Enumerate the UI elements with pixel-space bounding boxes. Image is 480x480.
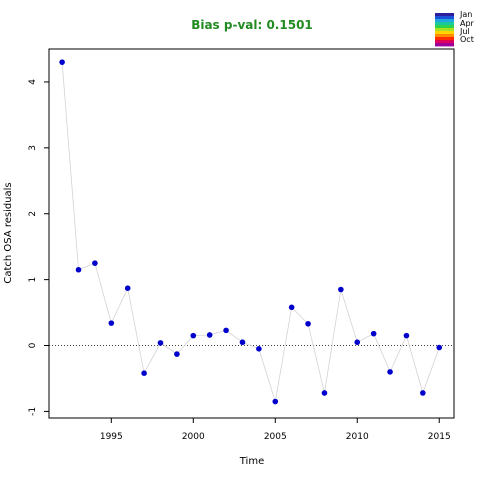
data-point [305, 320, 311, 327]
data-point [59, 59, 65, 65]
legend-label-jan: Jan [459, 10, 472, 19]
y-tick-label: 3 [28, 145, 38, 151]
y-tick-label: 2 [28, 211, 38, 217]
y-tick-label: 1 [28, 277, 38, 283]
legend-color-swatch [435, 19, 454, 23]
data-point [75, 266, 82, 273]
legend-color-swatch [435, 16, 454, 20]
data-point [321, 390, 328, 396]
data-point [354, 339, 361, 346]
legend-label-jul: Jul [459, 27, 470, 36]
legend-color-swatch [435, 37, 454, 41]
data-point [338, 286, 344, 293]
data-point [387, 369, 393, 375]
data-point [124, 285, 131, 291]
data-point [239, 339, 246, 346]
y-tick-label: 4 [28, 79, 38, 85]
x-tick-label: 2015 [428, 432, 451, 442]
data-point [370, 330, 377, 337]
legend-color-swatch [435, 28, 454, 32]
data-point [436, 344, 443, 351]
plot-area [48, 48, 455, 419]
legend-color-swatch [435, 31, 454, 35]
series-points [59, 59, 443, 405]
data-point [92, 260, 98, 266]
legend-color-swatch [435, 13, 454, 17]
data-point [256, 346, 262, 352]
legend-color-swatch [435, 43, 454, 47]
legend-color-swatch [435, 22, 454, 26]
data-point [223, 327, 229, 334]
y-axis-label: Catch OSA residuals [3, 182, 14, 283]
y-tick-label: 0 [28, 342, 38, 348]
x-axis: 1995 2000 2005 2010 2015 [100, 418, 451, 442]
y-tick-label: -1 [28, 407, 38, 416]
x-axis-label: Time [239, 456, 264, 467]
x-tick-label: 2010 [346, 432, 369, 442]
legend-label-apr: Apr [460, 19, 475, 28]
legend-label-oct: Oct [460, 35, 474, 44]
data-point [108, 320, 115, 326]
data-point [190, 332, 197, 339]
x-tick-label: 2000 [182, 432, 205, 442]
x-tick-label: 1995 [100, 432, 123, 442]
data-point [206, 332, 213, 338]
data-point [420, 390, 426, 396]
legend-color-swatch [435, 25, 454, 29]
data-point [174, 351, 180, 357]
series-line [61, 62, 440, 402]
data-point [141, 370, 147, 376]
data-point [403, 332, 410, 339]
y-axis: -1 0 1 2 3 4 [28, 79, 49, 416]
legend-color-swatch [435, 40, 454, 44]
x-tick-label: 2005 [264, 432, 287, 442]
data-point [157, 340, 164, 346]
data-point [288, 304, 295, 311]
legend-color-swatch [435, 34, 454, 38]
chart-title: Bias p-val: 0.1501 [191, 18, 313, 32]
data-point [272, 398, 279, 405]
